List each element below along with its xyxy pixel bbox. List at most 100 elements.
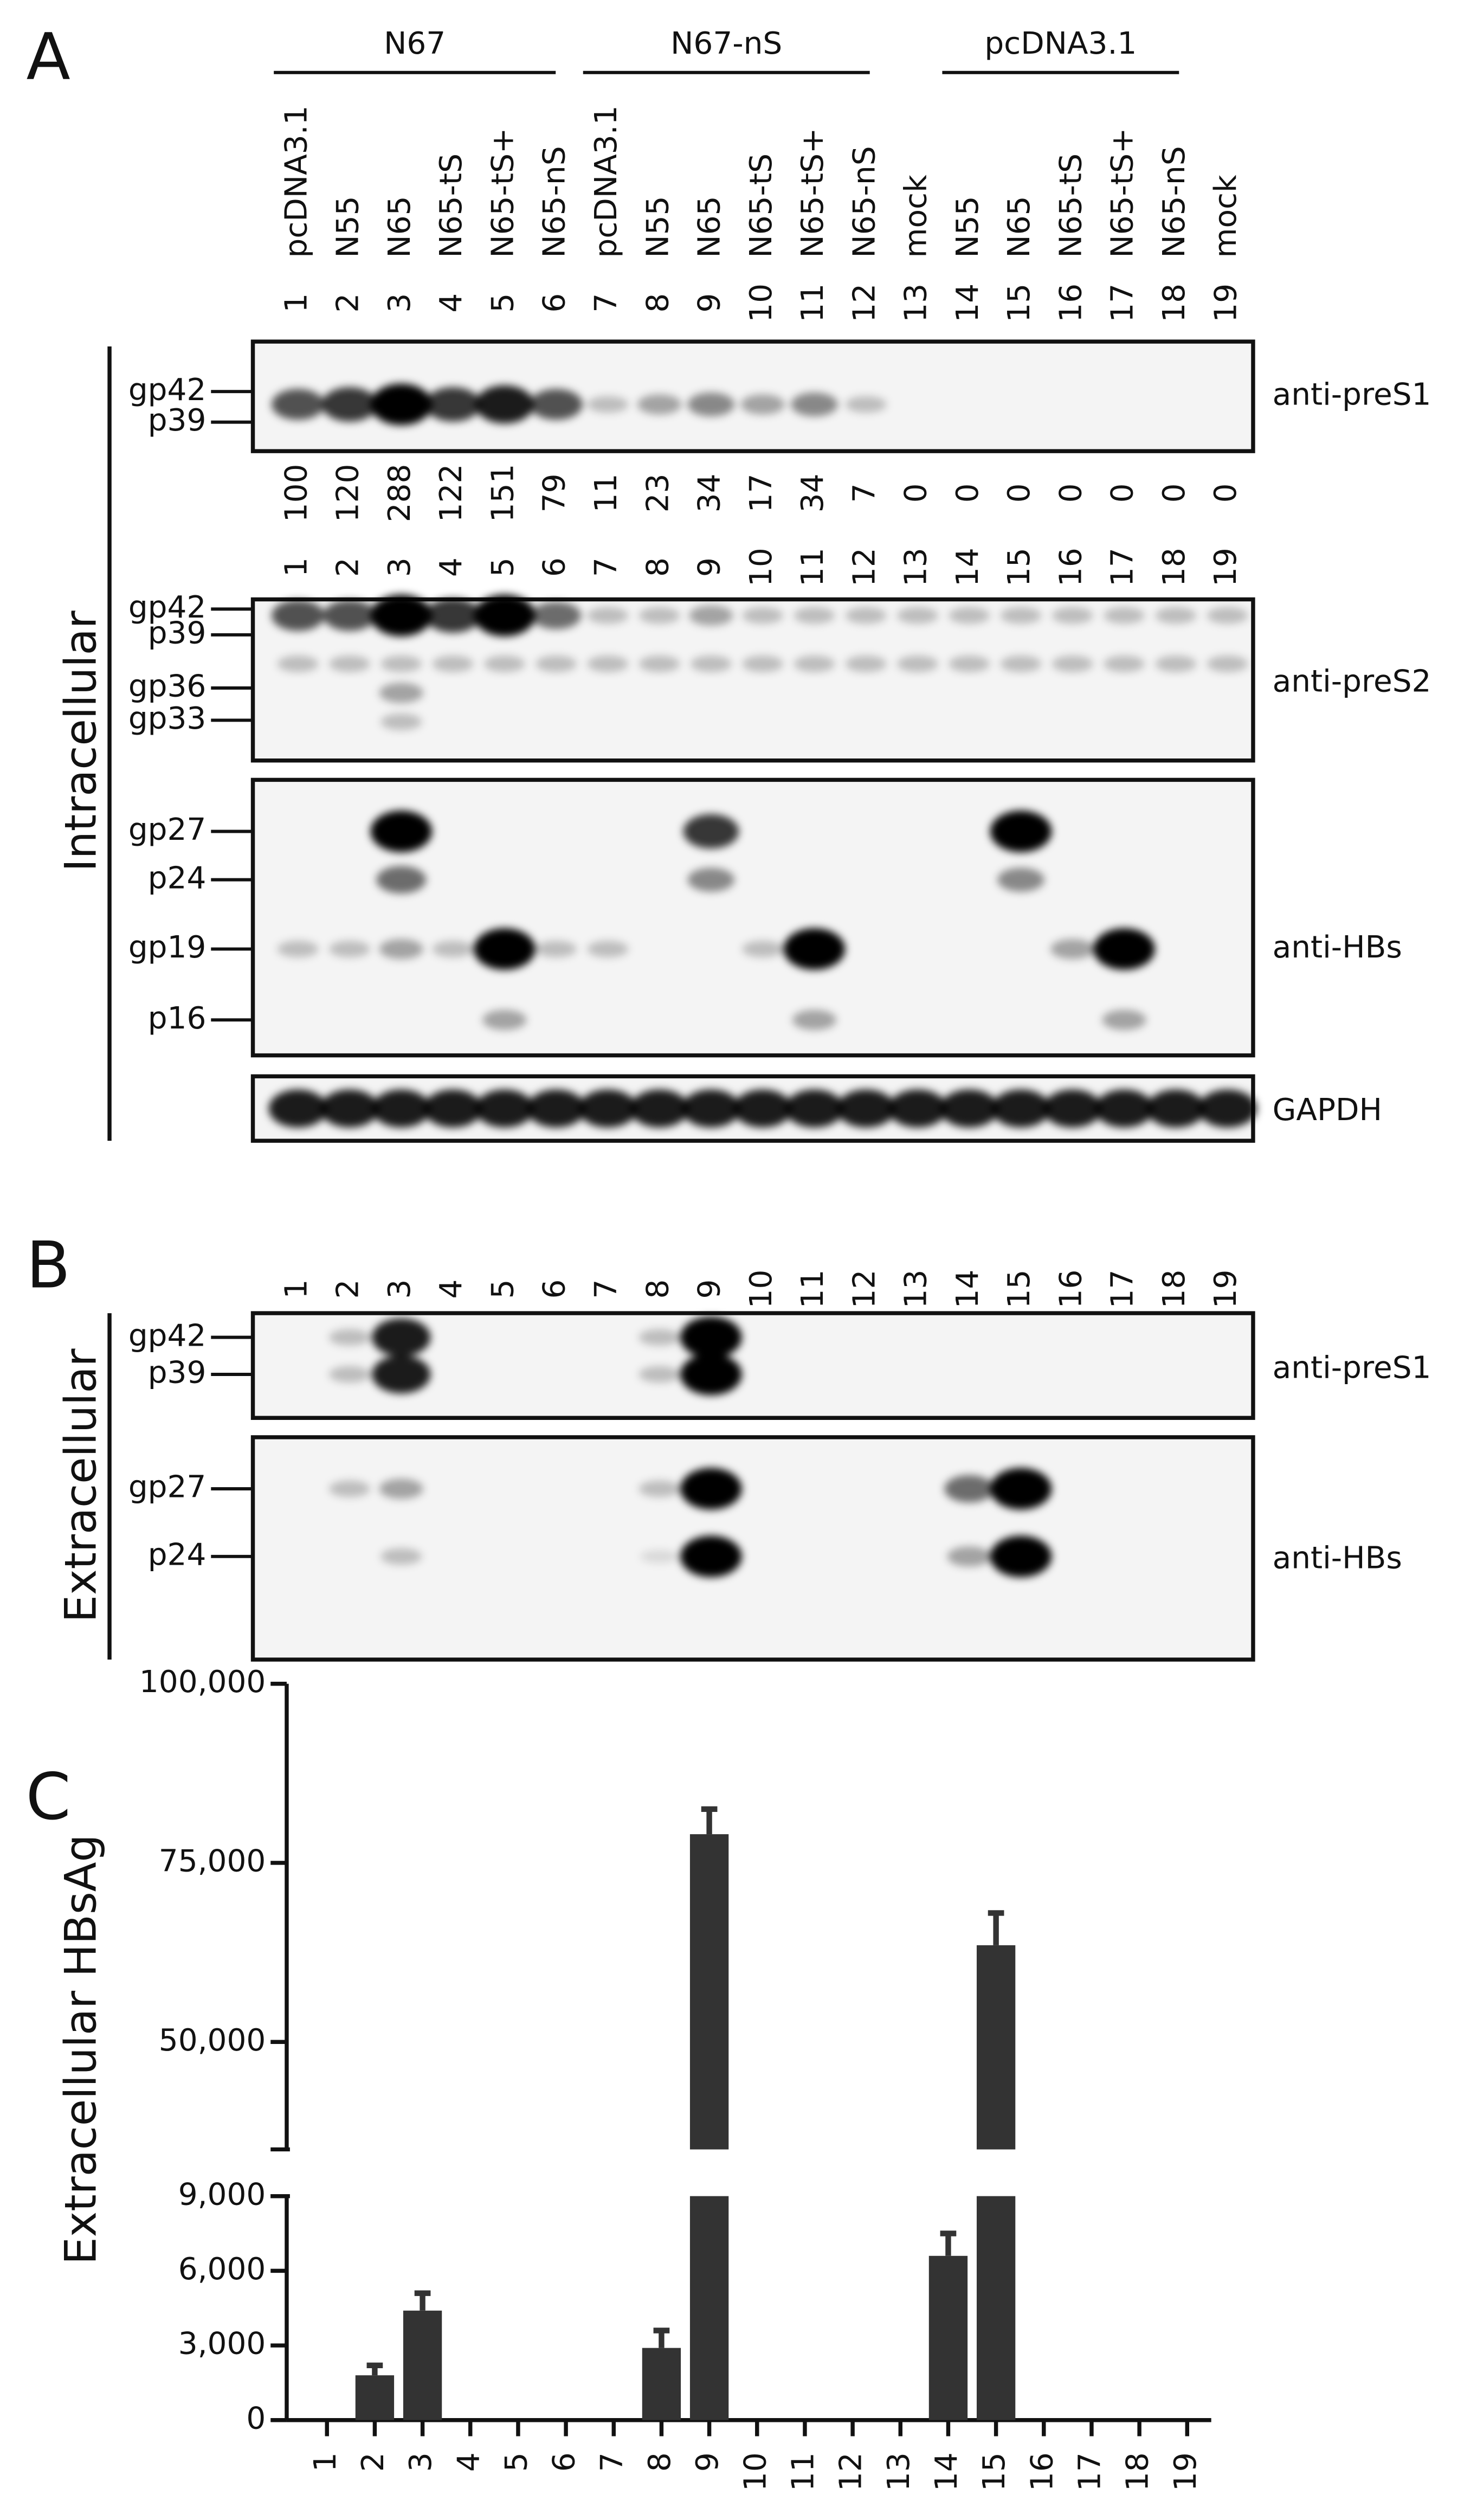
segment: [976, 1910, 1016, 2150]
lane-number: 18: [1157, 1270, 1192, 1309]
bar: [642, 2348, 681, 2420]
band: [328, 655, 371, 672]
band: [379, 683, 424, 703]
quantification: 17: [744, 473, 779, 512]
band: [423, 1089, 482, 1128]
band: [328, 940, 371, 957]
error-bar: [988, 1910, 1004, 1945]
band: [1207, 607, 1248, 624]
quantification: 0: [899, 483, 934, 503]
group-label: N67: [384, 26, 446, 61]
band: [320, 1089, 379, 1128]
lane-number: 16: [1053, 284, 1088, 323]
band: [990, 1535, 1052, 1578]
band: [1052, 607, 1093, 624]
lane-number: 3: [382, 557, 417, 577]
x-tick-label: 18: [1120, 2452, 1156, 2491]
lane-number: 6: [537, 1280, 572, 1299]
band: [380, 713, 422, 730]
x-tick-label: 19: [1168, 2452, 1203, 2491]
lane-number: 11: [795, 1270, 830, 1309]
lane-number: 2: [331, 557, 366, 577]
bar: [403, 2310, 442, 2420]
quantification: 0: [950, 483, 985, 503]
x-tick-label: 3: [403, 2452, 438, 2472]
bar: [976, 1945, 1016, 2150]
band: [896, 655, 939, 672]
lane-number: 6: [537, 557, 572, 577]
lane-number: 13: [899, 1270, 934, 1309]
band: [370, 811, 433, 852]
marker-label: gp42: [128, 372, 207, 408]
band: [638, 1366, 680, 1383]
marker-label: gp27: [128, 812, 207, 847]
x-tick-label: 15: [977, 2452, 1012, 2491]
bar: [976, 2196, 1016, 2420]
band: [379, 938, 424, 960]
antibody-label: GAPDH: [1273, 1092, 1382, 1128]
x-tick-label: 17: [1073, 2452, 1108, 2491]
band: [680, 1353, 742, 1396]
lane-number: 6: [537, 293, 572, 313]
error-bar: [653, 2328, 670, 2348]
band: [587, 607, 629, 624]
band: [1198, 1089, 1257, 1128]
band: [328, 1480, 371, 1497]
band: [1104, 655, 1145, 672]
band: [991, 1089, 1050, 1128]
side-label: Extracellular: [55, 1349, 106, 1623]
band: [277, 940, 319, 957]
quantification: 0: [1105, 483, 1140, 503]
bands: [277, 811, 1155, 1030]
bar: [928, 2255, 968, 2420]
band: [687, 867, 735, 892]
bar: [689, 2196, 729, 2420]
lane-number: 11: [795, 284, 830, 323]
panel-label: A: [26, 20, 70, 95]
antibody-label: anti-preS1: [1273, 1351, 1431, 1386]
band: [689, 605, 733, 626]
band: [530, 389, 583, 420]
band: [370, 383, 433, 426]
lane-number: 15: [1002, 1270, 1037, 1309]
band: [740, 394, 785, 415]
band: [432, 940, 474, 957]
lane-number: 10: [744, 1270, 779, 1309]
band: [1000, 607, 1042, 624]
antibody-label: anti-preS2: [1273, 664, 1431, 699]
band: [372, 1355, 431, 1394]
error-bar: [366, 2362, 383, 2376]
x-tick-label: 12: [834, 2452, 869, 2491]
lane-number: 7: [589, 1280, 624, 1299]
lane-number: 18: [1157, 548, 1192, 587]
lane-label: N65: [382, 196, 417, 258]
lane-label: pcDNA3.1: [279, 106, 314, 258]
band: [531, 601, 582, 629]
lane-number: 16: [1053, 548, 1088, 587]
x-tick-label: 13: [881, 2452, 917, 2491]
group-label: pcDNA3.1: [984, 26, 1137, 61]
quantification: 120: [331, 464, 366, 523]
lane-number: 2: [331, 293, 366, 313]
x-tick-label: 11: [786, 2452, 821, 2491]
band: [742, 940, 784, 957]
quantification: 11: [589, 473, 624, 512]
lane-number: 3: [382, 1280, 417, 1299]
x-tick-label: 8: [642, 2452, 678, 2472]
lane-number: 8: [640, 293, 675, 313]
lane-number: 9: [692, 293, 727, 313]
lane-label: N65-tS+: [485, 128, 520, 258]
segment: [689, 2196, 729, 2420]
lane-number: 12: [847, 1270, 882, 1309]
band: [268, 1089, 327, 1128]
band: [277, 655, 319, 672]
lane-number: 4: [434, 557, 469, 577]
band: [1102, 1010, 1146, 1030]
marker-label: gp42: [128, 1318, 207, 1353]
y-tick-label: 50,000: [159, 2023, 266, 2058]
quantification: 23: [640, 473, 675, 512]
lane-label: N55: [950, 196, 985, 258]
band: [527, 1089, 586, 1128]
lane-number: 16: [1053, 1270, 1088, 1309]
